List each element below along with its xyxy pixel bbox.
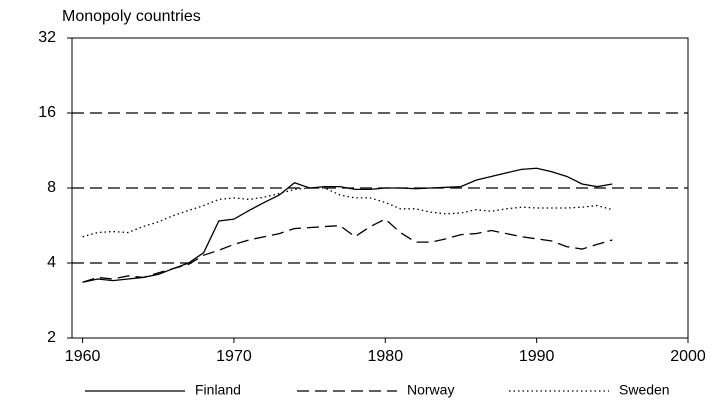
- legend-label: Finland: [195, 382, 241, 398]
- y-tick-label: 32: [38, 29, 56, 46]
- x-tick-label: 1990: [519, 348, 555, 365]
- legend-label: Norway: [407, 382, 454, 398]
- x-tick-label: 2000: [670, 348, 706, 365]
- y-tick-label: 2: [47, 329, 56, 346]
- x-tick-label: 1970: [216, 348, 252, 365]
- x-tick-label: 1980: [368, 348, 404, 365]
- series-line: [82, 218, 613, 283]
- series-line: [82, 167, 613, 283]
- x-tick-label: 1960: [65, 348, 101, 365]
- series-line: [82, 187, 613, 238]
- y-tick-label: 8: [47, 179, 56, 196]
- plot-frame: [71, 37, 689, 339]
- y-tick-label: 16: [38, 104, 56, 121]
- y-tick-label: 4: [47, 254, 56, 271]
- legend-label: Sweden: [619, 382, 670, 398]
- chart-title: Monopoly countries: [62, 8, 201, 25]
